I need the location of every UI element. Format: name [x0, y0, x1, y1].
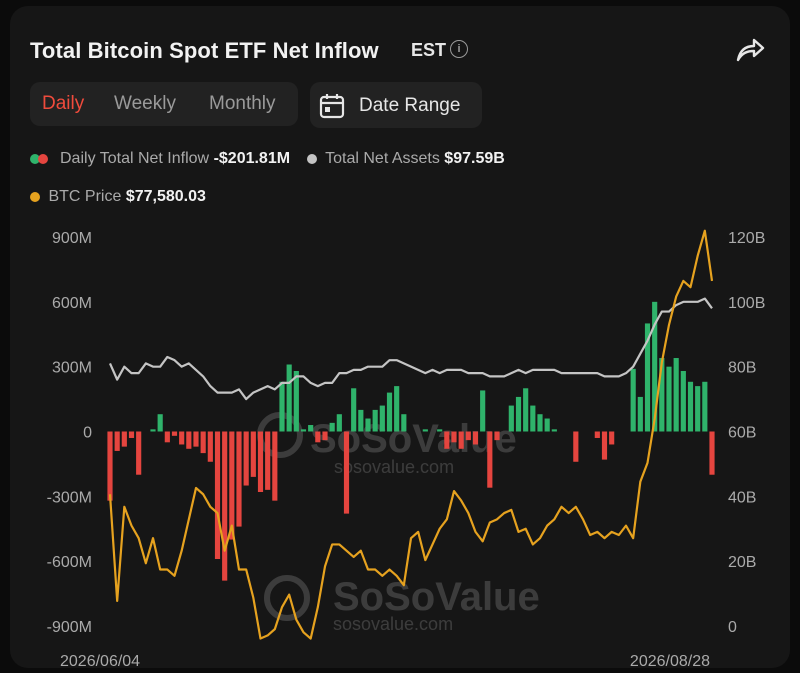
tab-daily[interactable]: Daily	[42, 93, 85, 114]
btc-legend-value: $77,580.03	[125, 188, 206, 205]
calendar-icon	[319, 94, 345, 119]
granularity-tabs: Daily Weekly Monthly	[30, 82, 298, 126]
date-range-label: Date Range	[359, 95, 461, 116]
timezone-label[interactable]: EST	[411, 40, 447, 60]
btc-legend-dot	[30, 191, 40, 202]
tab-monthly[interactable]: Monthly	[209, 93, 276, 114]
inflow-legend-value: -$201.81M	[213, 150, 291, 167]
legend-row-2: BTC Price $77,580.03	[30, 188, 206, 206]
legend-row-1: Daily Total Net Inflow -$201.81M Total N…	[30, 150, 505, 168]
share-icon[interactable]	[734, 36, 766, 64]
assets-legend-value: $97.59B	[444, 150, 505, 167]
inflow-legend-icon	[30, 153, 50, 165]
page-title: Total Bitcoin Spot ETF Net Inflow	[30, 38, 379, 63]
tab-weekly[interactable]: Weekly	[114, 93, 176, 114]
date-range-button[interactable]: Date Range	[310, 82, 482, 128]
inflow-legend-label: Daily Total Net Inflow	[60, 150, 210, 167]
assets-legend-dot	[306, 153, 317, 164]
btc-legend-label: BTC Price	[48, 188, 122, 205]
assets-legend-label: Total Net Assets	[325, 150, 440, 167]
info-icon[interactable]: i	[450, 40, 468, 58]
